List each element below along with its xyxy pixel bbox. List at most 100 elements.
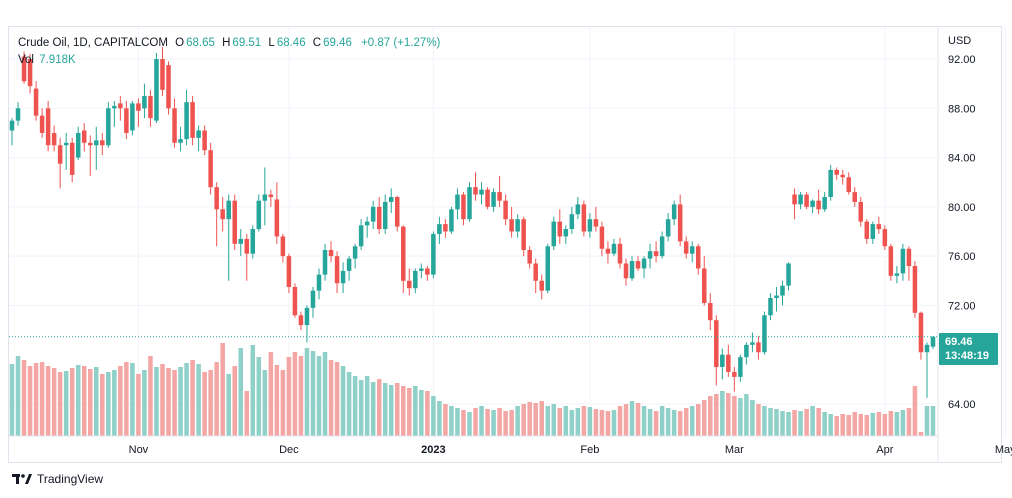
volume-bar (786, 412, 791, 436)
volume-label: Vol (18, 54, 34, 66)
volume-bar (136, 374, 141, 436)
candle (124, 100, 129, 140)
x-tick-label: May (995, 444, 1012, 456)
volume-bar (876, 412, 882, 436)
volume-bar (196, 364, 201, 436)
volume-bars (9, 343, 936, 436)
candle-body (726, 354, 731, 372)
candle-body (515, 219, 520, 232)
candle (208, 142, 213, 195)
candle (39, 108, 45, 138)
volume-bar (166, 368, 171, 436)
low-label: L (268, 37, 275, 49)
candle-body (443, 224, 448, 232)
candle (467, 182, 472, 222)
volume-bar (455, 408, 460, 436)
candle (756, 336, 761, 360)
candle (100, 132, 105, 156)
candle (160, 46, 165, 96)
volume-bar (918, 432, 924, 436)
candle-body (876, 224, 882, 230)
candle (882, 225, 888, 250)
candle-body (250, 229, 256, 254)
volume-bar (413, 386, 418, 436)
candle-body (81, 130, 87, 143)
candle-body (653, 251, 659, 257)
candle-body (21, 56, 27, 82)
candle-body (798, 194, 803, 205)
candle-body (57, 145, 63, 164)
candle (581, 200, 587, 237)
volume-bar (834, 416, 839, 436)
candle-body (864, 221, 870, 239)
candle (683, 236, 689, 259)
candle (449, 206, 454, 234)
y-tick-label: 84.00 (948, 153, 976, 165)
candle (521, 216, 526, 257)
symbol-title[interactable]: Crude Oil, 1D, CAPITALCOM (18, 37, 168, 49)
candle (479, 182, 484, 205)
x-tick-label: Dec (279, 444, 299, 456)
branding[interactable]: TradingView (12, 472, 103, 486)
candle (94, 126, 99, 170)
candle-body (732, 371, 737, 377)
candle-body (202, 130, 207, 151)
candle (665, 213, 671, 242)
candle-body (124, 108, 129, 133)
volume-bar (762, 406, 767, 436)
candle (268, 189, 274, 207)
volume-bar (894, 412, 900, 436)
volume-bar (154, 367, 159, 436)
volume-bar (557, 408, 563, 436)
candle-body (533, 263, 538, 281)
candle-body (51, 132, 57, 146)
candle (226, 194, 231, 281)
brand-name: TradingView (37, 472, 104, 486)
candle-body (394, 197, 400, 227)
candle-body (27, 59, 33, 87)
candle-body (689, 246, 695, 254)
candle (142, 83, 147, 119)
candle (798, 192, 803, 210)
volume-bar (431, 396, 436, 436)
volume-bar (768, 408, 773, 436)
candle (190, 95, 195, 146)
candle (641, 256, 647, 279)
candle-body (196, 130, 201, 138)
volume-bar (732, 396, 737, 436)
candle-body (539, 280, 544, 291)
candle-body (479, 189, 484, 195)
volume-bar (726, 393, 731, 436)
candle (382, 194, 388, 234)
candle (473, 172, 478, 201)
volume-bar (539, 401, 544, 436)
volume-bar (280, 370, 286, 436)
candle (720, 348, 725, 380)
volume-bar (310, 351, 316, 436)
candle (599, 221, 605, 257)
candle (503, 194, 508, 226)
candle-body (346, 258, 352, 271)
high-label: H (222, 37, 231, 49)
volume-bar (262, 370, 268, 436)
volume-bar (750, 400, 755, 436)
candle (786, 262, 791, 291)
candle-body (100, 140, 105, 146)
candle (575, 197, 581, 220)
currency-label[interactable]: USD (948, 35, 972, 47)
volume-bar (623, 404, 629, 436)
volume-bar (304, 348, 310, 436)
volume-bar (846, 415, 851, 436)
candle (894, 265, 900, 284)
candle-body (593, 219, 599, 227)
close-label: C (312, 37, 322, 49)
candle-body (840, 174, 845, 178)
candle-body (431, 233, 436, 275)
candle-body (762, 315, 767, 353)
volume-bar (720, 391, 725, 436)
volume-bar (81, 366, 87, 436)
candle-body (45, 108, 51, 146)
candle-body (226, 200, 231, 220)
volume-bar (882, 414, 888, 436)
